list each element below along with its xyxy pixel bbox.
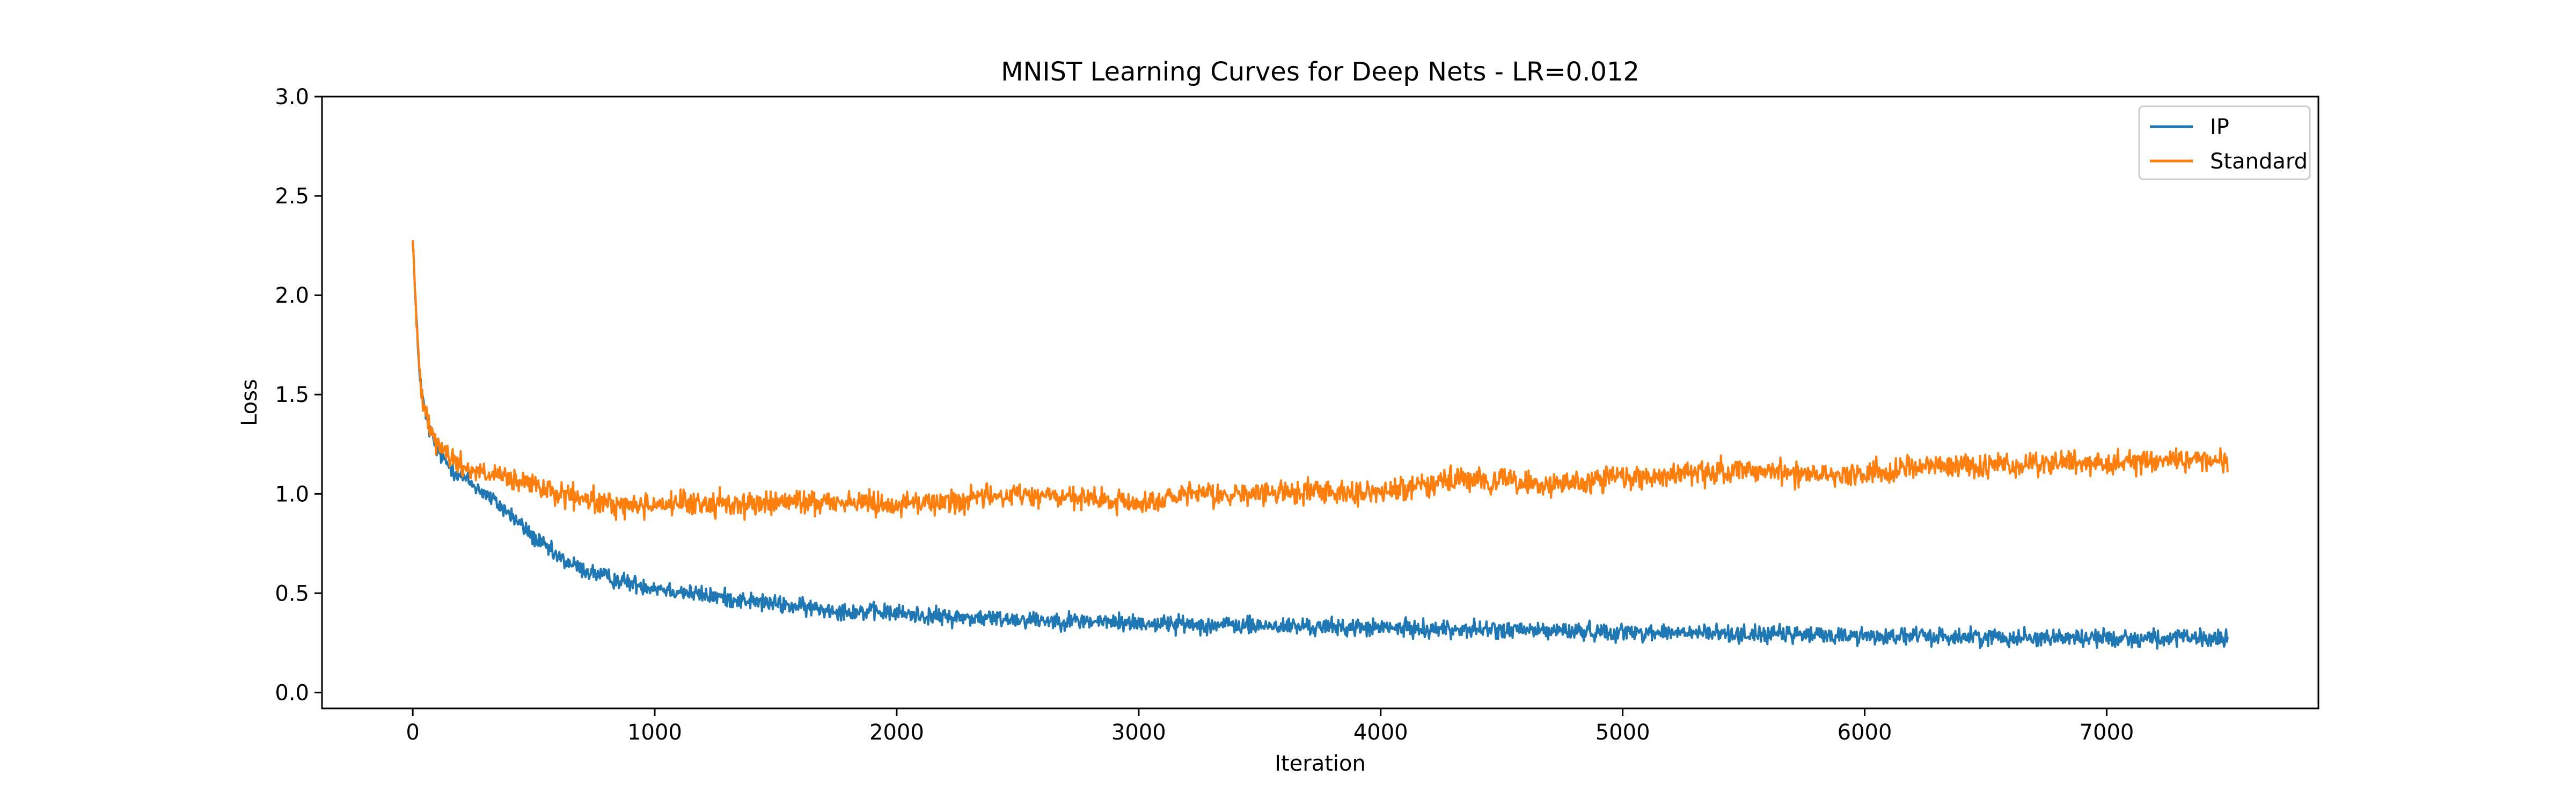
x-tick-label: 3000 (1111, 720, 1166, 745)
y-tick-label: 0.5 (275, 581, 309, 606)
y-tick-label: 1.0 (275, 482, 309, 507)
y-tick-label: 2.0 (275, 283, 309, 308)
chart-title: MNIST Learning Curves for Deep Nets - LR… (1001, 57, 1640, 87)
legend-label: Standard (2210, 149, 2308, 174)
y-tick-label: 0.0 (275, 680, 309, 705)
legend: IP Standard (2138, 105, 2311, 180)
y-tick-label: 1.5 (275, 383, 309, 407)
legend-label: IP (2210, 115, 2229, 140)
series-line-standard (412, 240, 2229, 521)
x-tick-label: 0 (406, 720, 419, 745)
x-tick-label: 2000 (869, 720, 924, 745)
y-tick-label: 2.5 (275, 184, 309, 209)
x-tick-label: 1000 (627, 720, 682, 745)
x-tick-label: 5000 (1596, 720, 1650, 745)
x-tick-label: 7000 (2080, 720, 2134, 745)
x-axis-title: Iteration (1275, 751, 1366, 776)
x-tick-label: 4000 (1353, 720, 1408, 745)
x-tick-label: 6000 (1838, 720, 1892, 745)
series-line-ip (412, 243, 2229, 650)
y-axis: 0.0 0.5 1.0 1.5 2.0 2.5 3.0 (275, 85, 322, 705)
x-axis: 0 1000 2000 3000 4000 5000 6000 7000 (406, 708, 2134, 745)
plot-frame (321, 96, 2319, 709)
y-axis-title: Loss (237, 379, 262, 426)
series-layer (412, 240, 2229, 650)
y-tick-label: 3.0 (275, 85, 309, 109)
